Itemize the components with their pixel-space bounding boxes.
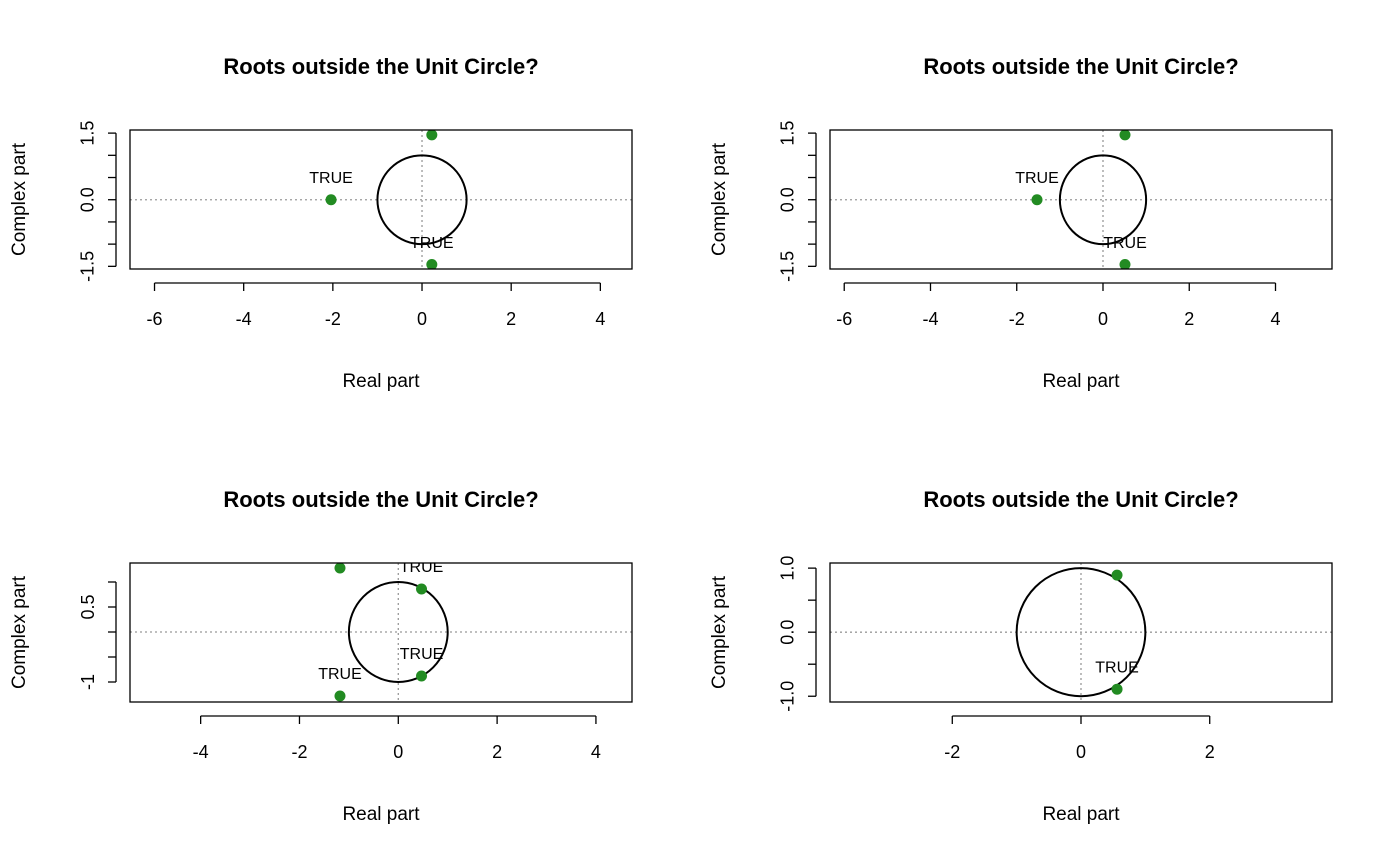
y-axis-label: Complex part [709,142,730,256]
panel: Roots outside the Unit Circle? Real part C… [9,54,633,392]
plot-area: TRUE TRUE [130,130,632,269]
x-tick-label: -4 [236,309,252,329]
x-tick-label: 2 [506,309,516,329]
y-tick-label: 1.0 [778,556,798,581]
point-label: TRUE [1095,659,1139,676]
root-point [334,690,346,702]
point-label: TRUE [400,646,444,663]
root-point [1119,130,1131,141]
point-label: TRUE [1103,235,1147,252]
point-label: TRUE [1015,170,1059,187]
plot-box [129,562,633,703]
unit-circle [376,154,468,246]
x-tick-label: 0 [417,309,427,329]
panel: Roots outside the Unit Circle? Real part C… [9,487,633,825]
unit-circle [1058,154,1148,246]
y-tick-label: -1.0 [778,681,798,712]
x-tick-label: -4 [922,309,938,329]
root-point [426,259,438,269]
y-tick-label: 0.0 [778,187,798,212]
chart-title: Roots outside the Unit Circle? [923,487,1238,512]
y-tick-label: -1 [78,674,98,690]
plot-box [829,129,1333,270]
point-label: TRUE [400,559,444,576]
x-tick-label: 0 [1076,742,1086,762]
y-axis-label: Complex part [9,142,30,256]
x-tick-label: -6 [836,309,852,329]
x-tick-label: 4 [1270,309,1280,329]
y-tick-label: 0.0 [78,187,98,212]
panel: Roots outside the Unit Circle? Real part C… [709,487,1333,825]
point-label: TRUE [309,170,353,187]
y-tick-label: 0.5 [78,594,98,619]
root-point [334,563,346,574]
y-axis-label: Complex part [9,575,30,689]
plot-area: TRUE TRUE TRUE [130,559,632,702]
x-tick-label: -2 [1009,309,1025,329]
panel: Roots outside the Unit Circle? Real part C… [709,54,1333,392]
x-tick-label: 0 [393,742,403,762]
root-point [416,670,428,682]
x-axis-label: Real part [342,804,420,825]
y-tick-label: -1.5 [778,251,798,282]
chart-title: Roots outside the Unit Circle? [223,54,538,79]
x-axis-label: Real part [1042,804,1120,825]
chart-title: Roots outside the Unit Circle? [223,487,538,512]
root-point [416,583,428,595]
root-point [1111,683,1123,695]
plot-box [829,562,1333,703]
unit-circle [347,581,449,683]
x-tick-label: -4 [193,742,209,762]
plot-area: TRUE [830,563,1332,702]
root-point [1031,194,1043,206]
x-tick-label: -2 [325,309,341,329]
y-tick-label: -1.5 [78,251,98,282]
plot-box [129,129,633,270]
x-tick-label: 4 [591,742,601,762]
x-tick-label: 0 [1098,309,1108,329]
x-tick-label: 4 [595,309,605,329]
y-tick-label: 0.0 [778,620,798,645]
x-axis-label: Real part [342,371,420,392]
root-point [325,194,337,206]
plot-area: TRUE TRUE [830,130,1332,269]
x-tick-label: 2 [1205,742,1215,762]
point-label: TRUE [410,235,454,252]
point-label: TRUE [318,666,362,683]
x-tick-label: -6 [147,309,163,329]
x-tick-label: 2 [492,742,502,762]
y-tick-label: 1.5 [778,121,798,146]
root-point [1119,259,1131,269]
root-point [1111,569,1123,581]
y-tick-label: 1.5 [78,121,98,146]
chart-title: Roots outside the Unit Circle? [923,54,1238,79]
unit-circle [1015,567,1147,698]
y-axis-label: Complex part [709,575,730,689]
x-tick-label: -2 [291,742,307,762]
x-tick-label: 2 [1184,309,1194,329]
x-axis-label: Real part [1042,371,1120,392]
root-point [426,130,438,141]
x-tick-label: -2 [944,742,960,762]
